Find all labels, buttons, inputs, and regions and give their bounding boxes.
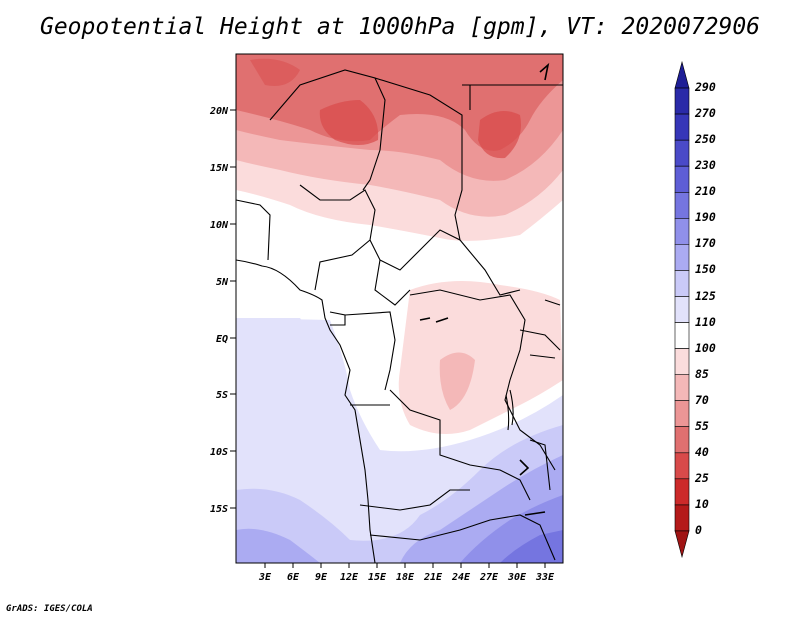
colorbar-label: 190 <box>695 210 716 224</box>
lon-label: 3E <box>258 572 272 583</box>
colorbar-segment <box>674 87 690 115</box>
colorbar-label: 270 <box>694 106 716 120</box>
colorbar-label: 25 <box>694 471 709 485</box>
lon-label: 30E <box>507 572 527 583</box>
colorbar-segment <box>674 374 690 401</box>
lon-label: 15E <box>368 572 387 583</box>
lat-label: 15S <box>210 504 228 515</box>
colorbar-segment <box>674 165 690 193</box>
lon-label: 18E <box>396 572 415 583</box>
lon-label: 21E <box>423 572 443 583</box>
colorbar-label: 40 <box>695 445 709 459</box>
colorbar-segment <box>674 504 690 532</box>
lon-label: 9E <box>315 572 328 583</box>
chart-title: Geopotential Height at 1000hPa [gpm], VT… <box>39 14 761 40</box>
colorbar-label: 85 <box>695 367 709 381</box>
lon-label: 6E <box>287 572 300 583</box>
colorbar-label: 0 <box>695 523 702 537</box>
lat-label: 5S <box>216 390 228 401</box>
colorbar-segment <box>674 218 690 245</box>
colorbar-label: 55 <box>695 419 709 433</box>
lat-label: EQ <box>216 334 228 345</box>
lat-label: 10S <box>210 447 228 458</box>
lon-label: 33E <box>535 572 555 583</box>
grads-credit: GrADS: IGES/COLA <box>6 604 93 614</box>
height-field <box>236 54 563 563</box>
colorbar-label: 290 <box>694 80 716 94</box>
colorbar-segment <box>674 60 690 89</box>
colorbar-segment <box>674 191 690 219</box>
lon-label: 27E <box>479 572 499 583</box>
colorbar-labels: 290 270 250 230 210 190 170 150 125 110 … <box>694 80 716 537</box>
colorbar-segment <box>674 348 690 375</box>
colorbar-segment <box>674 426 690 454</box>
colorbar-label: 10 <box>695 497 709 511</box>
colorbar-label: 210 <box>694 184 716 198</box>
colorbar-segment <box>674 244 690 271</box>
lat-label: 10N <box>210 220 229 231</box>
lon-label: 12E <box>340 572 359 583</box>
colorbar-label: 230 <box>694 158 716 172</box>
colorbar-label: 170 <box>695 236 716 250</box>
colorbar-segment <box>674 139 690 167</box>
lat-label: 20N <box>209 106 229 117</box>
colorbar-segment <box>674 270 690 297</box>
colorbar <box>674 60 690 559</box>
colorbar-segment <box>674 322 690 349</box>
lat-label: 5N <box>216 277 229 288</box>
colorbar-segment <box>674 400 690 428</box>
colorbar-segment <box>674 113 690 141</box>
colorbar-label: 70 <box>695 393 709 407</box>
colorbar-segment <box>674 530 690 559</box>
colorbar-label: 110 <box>695 315 716 329</box>
lon-label: 24E <box>451 572 471 583</box>
colorbar-segment <box>674 478 690 506</box>
lat-label: 15N <box>210 163 229 174</box>
map-frame <box>235 53 564 564</box>
colorbar-segment <box>674 452 690 480</box>
colorbar-label: 250 <box>694 132 716 146</box>
colorbar-label: 125 <box>695 289 716 303</box>
colorbar-label: 100 <box>695 341 716 355</box>
colorbar-label: 150 <box>695 262 716 276</box>
colorbar-segment <box>674 296 690 323</box>
